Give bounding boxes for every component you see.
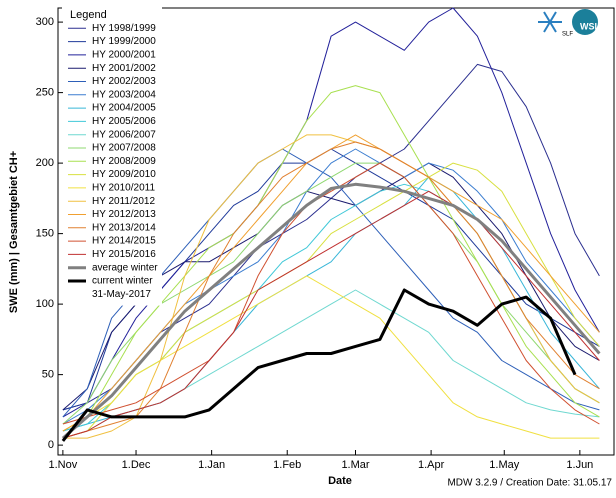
series-line (62, 275, 600, 439)
series-line (61, 288, 577, 442)
y-tick-label: 300 (36, 16, 54, 28)
x-axis-label: Date (328, 475, 352, 487)
legend-label: current winter (92, 276, 153, 287)
x-tick-label: 1.Jan (198, 459, 225, 471)
legend-label: average winter (92, 262, 158, 273)
series-line (62, 162, 600, 425)
legend-label: HY 2012/2013 (92, 209, 156, 220)
y-axis-label: SWE (mm) | Gesamtgebiet CH+ (8, 151, 20, 313)
x-tick-label: 1.Jun (566, 459, 593, 471)
x-tick-label: 1.Apr (418, 459, 445, 471)
legend-label: HY 2015/2016 (92, 249, 156, 260)
series-line (61, 182, 601, 440)
x-tick-label: 1.May (489, 459, 519, 471)
logo-text: WSL (580, 21, 600, 31)
y-tick-label: 200 (36, 157, 54, 169)
legend-label: HY 2003/2004 (92, 89, 156, 100)
footer: MDW 3.2.9 / Creation Date: 31.05.17 (447, 478, 612, 489)
legend-label: HY 2002/2003 (92, 76, 156, 87)
legend-label: HY 2009/2010 (92, 169, 156, 180)
legend-label: HY 2005/2006 (92, 116, 156, 127)
legend-title: Legend (70, 9, 107, 21)
y-tick-label: 150 (36, 228, 54, 240)
series-line (62, 85, 600, 432)
legend-label: HY 2014/2015 (92, 236, 156, 247)
x-tick-label: 1.Dec (122, 459, 151, 471)
legend-label: HY 2008/2009 (92, 156, 156, 167)
legend-label: HY 2006/2007 (92, 129, 156, 140)
logo-text: SLF (562, 32, 573, 38)
y-tick-label: 0 (48, 439, 54, 451)
legend-box (62, 7, 162, 306)
legend-label: HY 2001/2002 (92, 63, 156, 74)
legend-label: HY 1999/2000 (92, 36, 156, 47)
legend-label: HY 1998/1999 (92, 23, 156, 34)
y-tick-label: 100 (36, 298, 54, 310)
legend-label: HY 2007/2008 (92, 143, 156, 154)
series-line (62, 141, 600, 439)
legend-label: HY 2013/2014 (92, 222, 156, 233)
legend-label: HY 2011/2012 (92, 196, 155, 207)
x-tick-label: 1.Nov (49, 459, 78, 471)
wsl-circle (572, 9, 598, 35)
series-line (62, 190, 600, 439)
y-tick-label: 50 (42, 369, 54, 381)
legend-label: HY 2000/2001 (92, 50, 156, 61)
x-tick-label: 1.Mar (341, 459, 369, 471)
legend-label: HY 2004/2005 (92, 103, 156, 114)
x-tick-label: 1.Feb (273, 459, 301, 471)
legend-label: HY 2010/2011 (92, 183, 155, 194)
legend-date: 31-May-2017 (92, 289, 151, 300)
slf-logo: SLF WSL (538, 9, 600, 38)
y-tick-label: 250 (36, 87, 54, 99)
